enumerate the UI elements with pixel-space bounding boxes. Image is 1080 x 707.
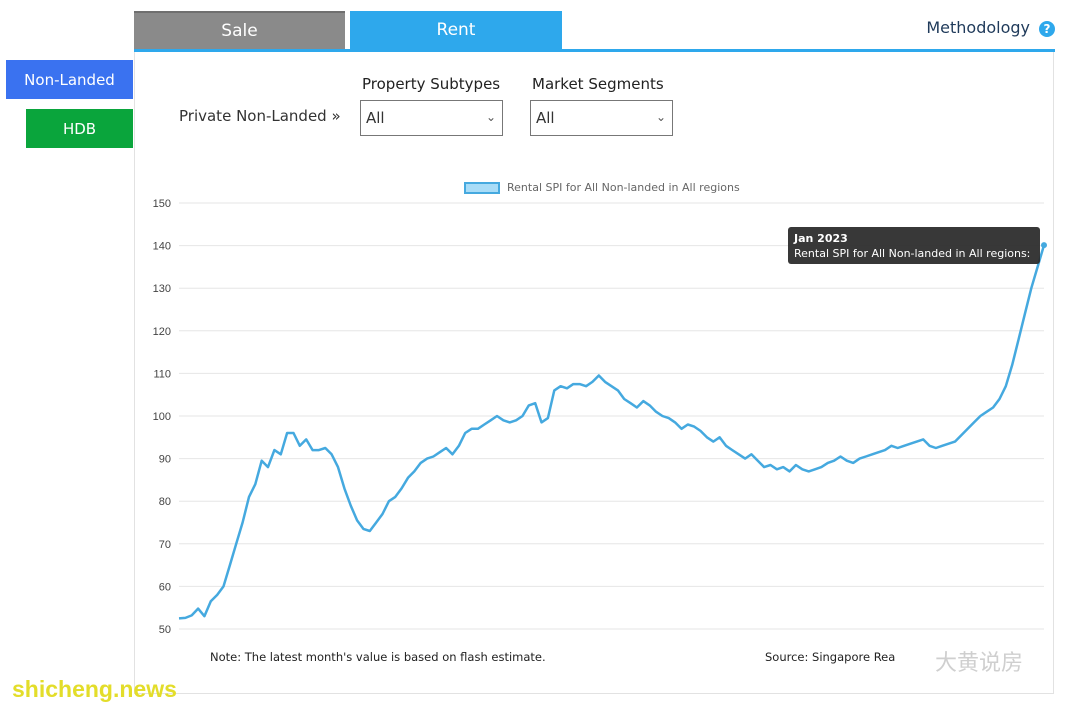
y-tick-label: 80: [159, 496, 171, 508]
wechat-watermark: 大黄说房: [935, 651, 1024, 676]
y-tick-label: 100: [153, 411, 171, 423]
y-tick-label: 150: [153, 198, 171, 210]
property-subtypes-value: All: [366, 109, 385, 127]
y-tick-label: 130: [153, 283, 171, 295]
sidebar-item-hdb[interactable]: HDB: [26, 109, 133, 148]
tooltip-date: Jan 2023: [794, 232, 848, 245]
tab-rent[interactable]: Rent: [350, 11, 562, 49]
legend-swatch[interactable]: [464, 182, 500, 194]
methodology-link[interactable]: Methodology: [926, 18, 1030, 37]
help-icon[interactable]: ?: [1039, 21, 1055, 37]
y-tick-label: 50: [159, 624, 171, 636]
tab-sale[interactable]: Sale: [134, 11, 345, 49]
market-segments-select[interactable]: All ⌄: [530, 100, 673, 136]
market-segments-label: Market Segments: [532, 75, 664, 93]
series-line-rental-spi[interactable]: [178, 244, 1046, 620]
chart-panel: [134, 52, 1054, 694]
y-axis-ticks: 50 60 70 80 90 100 110 120 130 140 150: [153, 198, 171, 636]
y-tick-label: 140: [153, 241, 171, 253]
data-point-latest[interactable]: [1041, 242, 1047, 249]
y-tick-label: 60: [159, 581, 171, 593]
footnote: Note: The latest month's value is based …: [210, 650, 546, 664]
source-note: Source: Singapore Rea: [765, 650, 896, 664]
tooltip-value: Rental SPI for All Non-landed in All reg…: [794, 247, 1031, 275]
tab-underline: [134, 49, 1055, 52]
y-tick-label: 90: [159, 454, 171, 466]
property-subtypes-label: Property Subtypes: [362, 75, 501, 93]
property-subtypes-select[interactable]: All ⌄: [360, 100, 503, 136]
y-tick-label: 110: [153, 368, 171, 380]
y-tick-label: 120: [153, 326, 171, 338]
breadcrumb[interactable]: Private Non-Landed »: [179, 107, 341, 125]
chevron-down-icon: ⌄: [655, 110, 666, 124]
chevron-down-icon: ⌄: [485, 110, 496, 124]
sidebar-item-non-landed[interactable]: Non-Landed: [6, 60, 133, 99]
market-segments-value: All: [536, 109, 555, 127]
legend-label[interactable]: Rental SPI for All Non-landed in All reg…: [507, 181, 740, 194]
tooltip: Jan 2023 Rental SPI for All Non-landed i…: [788, 227, 1040, 275]
site-watermark: shicheng.news: [12, 676, 177, 702]
y-tick-label: 70: [159, 539, 171, 551]
